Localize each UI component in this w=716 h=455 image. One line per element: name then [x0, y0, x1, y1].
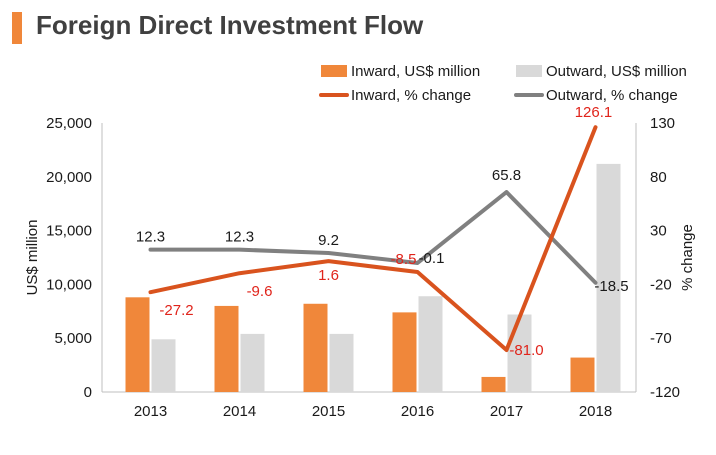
chart-frame [101, 123, 637, 393]
page-title: Foreign Direct Investment Flow [36, 10, 424, 40]
y2-tick-label: 30 [650, 223, 667, 240]
bar-inward-2017 [481, 376, 506, 392]
bar-inward-2018 [570, 357, 595, 392]
y-tick-label: 5,000 [54, 330, 92, 347]
y2-tick-label: 130 [650, 115, 675, 132]
outward-pct-line [148, 190, 598, 285]
legend-label-3: Outward, % change [546, 87, 678, 104]
y-tick-label: 20,000 [46, 169, 92, 186]
y2-tick-label: 80 [650, 169, 667, 186]
y-tick-label: 25,000 [46, 115, 92, 132]
label-inward-pct-2018: 126.1 [575, 104, 613, 121]
x-tick-label-2018: 2018 [579, 403, 612, 420]
y2-axis-title: % change [679, 224, 696, 291]
title-accent-bar [12, 12, 22, 44]
y2-tick-label: -120 [650, 384, 680, 401]
label-inward-pct-2014: -9.6 [247, 283, 273, 300]
x-tick-label-2016: 2016 [401, 403, 434, 420]
bar-inward-2016 [392, 312, 417, 392]
bar-inward-2013 [125, 297, 150, 392]
label-outward-pct-2016: -0.1 [419, 250, 445, 267]
y2-tick-label: -20 [650, 276, 672, 293]
label-inward-pct-2013: -27.2 [159, 302, 193, 319]
inward-pct-line [148, 125, 598, 353]
bar-outward-2018 [596, 163, 621, 392]
legend-swatch-1 [516, 65, 542, 77]
bar-outward-2016 [418, 296, 443, 392]
y-tick-label: 15,000 [46, 223, 92, 240]
y-tick-label: 10,000 [46, 276, 92, 293]
label-outward-pct-2013: 12.3 [136, 229, 165, 246]
label-outward-pct-2017: 65.8 [492, 167, 521, 184]
label-inward-pct-2015: 1.6 [318, 267, 339, 284]
bar-outward-2017 [507, 314, 532, 392]
bar-outward-2015 [329, 333, 354, 392]
legend-label-1: Outward, US$ million [546, 63, 687, 80]
y2-tick-label: -70 [650, 330, 672, 347]
bar-outward-2013 [151, 339, 176, 392]
x-tick-label-2014: 2014 [223, 403, 256, 420]
label-outward-pct-2015: 9.2 [318, 232, 339, 249]
label-outward-pct-2018: -18.5 [594, 278, 628, 295]
label-inward-pct-2017: -81.0 [509, 342, 543, 359]
label-outward-pct-2014: 12.3 [225, 229, 254, 246]
x-tick-label-2017: 2017 [490, 403, 523, 420]
x-tick-label-2015: 2015 [312, 403, 345, 420]
legend-swatch-0 [321, 65, 347, 77]
legend-label-0: Inward, US$ million [351, 63, 480, 80]
bar-inward-2014 [214, 305, 239, 392]
y-axis-title: US$ million [24, 220, 41, 296]
bar-outward-2014 [240, 333, 265, 392]
y-tick-label: 0 [84, 384, 92, 401]
legend: Inward, US$ million Outward, US$ million I… [319, 63, 687, 104]
axes-layer: 25,000 20,000 15,000 10,000 5,000 0 130 80 30 -20… [24, 115, 696, 420]
data-labels-layer: 12.3 12.3 9.2 -0.1 65.8 -18.5 -27.2 -9.6 1.6 -8.5… [136, 104, 629, 359]
x-tick-label-2013: 2013 [134, 403, 167, 420]
legend-label-2: Inward, % change [351, 87, 471, 104]
bar-inward-2015 [303, 303, 328, 392]
lines-layer [148, 125, 598, 353]
bars-layer [125, 163, 621, 392]
label-inward-pct-2016: -8.5 [391, 251, 417, 268]
